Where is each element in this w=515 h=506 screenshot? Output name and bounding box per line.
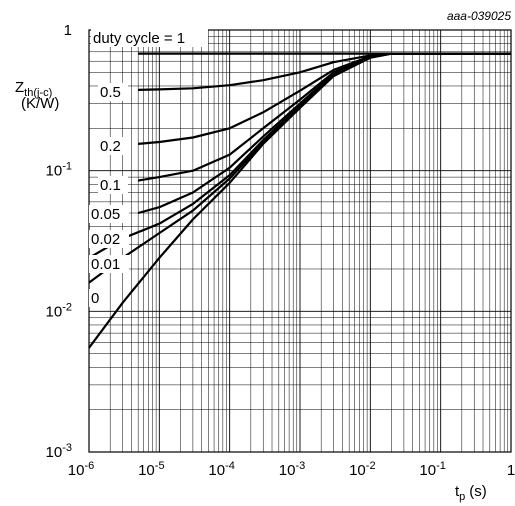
curve-label: 0.02 (91, 231, 120, 248)
x-tick-label: 10-3 (279, 460, 305, 479)
curve-labels: duty cycle = 1 0.5 0.2 0.1 0.05 0.02 0.01 0 (89, 29, 208, 307)
curve-label-background (89, 289, 105, 307)
x-tick-label: 1 (507, 462, 515, 479)
x-tick-label: 10-2 (349, 460, 375, 479)
y-tick-label: 10-3 (46, 442, 72, 461)
curve-label-background (91, 29, 208, 47)
curve-label-background (98, 83, 128, 101)
y-tick-label: 10-2 (46, 301, 72, 320)
curve-label-background (89, 205, 129, 223)
curve-label: 0.1 (100, 177, 121, 194)
y-axis-unit: (K/W) (21, 95, 59, 112)
curve-label: duty cycle = 1 (93, 30, 185, 47)
x-tick-label: 10-4 (208, 460, 234, 479)
series-line (88, 52, 511, 349)
x-tick-label: 10-1 (419, 460, 445, 479)
x-tick-label: 10-5 (138, 460, 164, 479)
curve-label-background (89, 255, 129, 273)
curve-label: 0.5 (100, 84, 121, 101)
y-tick-label: 1 (64, 22, 72, 39)
curve-label-background (98, 137, 128, 155)
y-tick-label: 10-1 (46, 161, 72, 180)
x-tick-label: 10-6 (68, 460, 94, 479)
reference-code: aaa-039025 (447, 9, 511, 23)
curve-label: 0.01 (91, 256, 120, 273)
curve-label: 0 (91, 290, 99, 307)
curve-label: 0.2 (100, 138, 121, 155)
curve-label-background (98, 176, 128, 194)
x-tick-labels: 10-6 10-5 10-4 10-3 10-2 10-1 1 (68, 460, 515, 479)
y-tick-labels: 1 10-1 10-2 10-3 (46, 22, 72, 461)
series-lines (88, 52, 511, 349)
curve-label-background (89, 230, 129, 248)
y-axis-title: Zth(j-c) (15, 79, 52, 99)
curve-label: 0.05 (91, 206, 120, 223)
x-axis-title: tp (s) (455, 483, 487, 503)
